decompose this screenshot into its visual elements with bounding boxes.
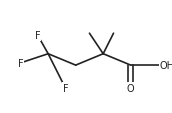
- Text: F: F: [35, 31, 41, 41]
- Text: F: F: [18, 58, 23, 68]
- Text: OH: OH: [160, 61, 172, 71]
- Text: O: O: [127, 83, 135, 93]
- Text: F: F: [63, 83, 68, 93]
